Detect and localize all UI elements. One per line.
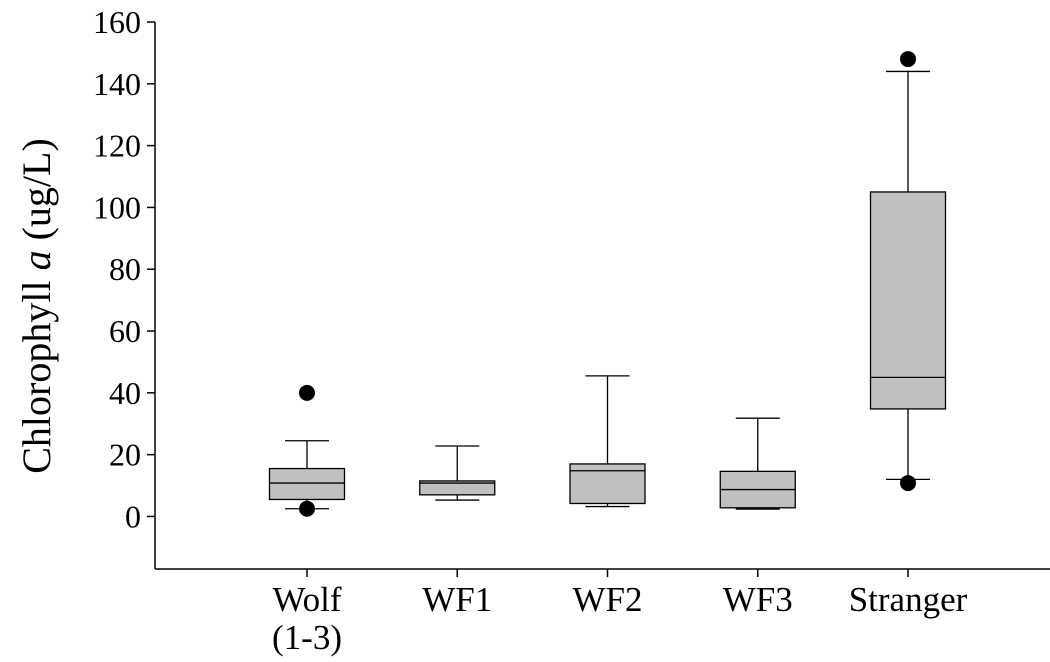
- y-axis-title-italic: a: [14, 250, 59, 270]
- box: [869, 191, 947, 410]
- y-axis-title-suffix: (ug/L): [14, 138, 59, 250]
- x-tick-label: WF3: [723, 580, 793, 619]
- x-tick-label-line: WF1: [422, 580, 492, 619]
- y-axis-title: Chlorophyll a (ug/L): [14, 138, 59, 474]
- box-group: [869, 51, 947, 492]
- x-tick-label-line: (1-3): [272, 618, 342, 657]
- y-tick-label: 100: [93, 189, 141, 225]
- plot-frame: [154, 22, 1050, 570]
- x-axis: Wolf (1-3) WF1 WF2 WF3 Stranger: [272, 569, 968, 657]
- outlier-point: [900, 475, 916, 492]
- x-tick-label: Stranger: [849, 580, 968, 619]
- box-group: [268, 384, 346, 517]
- box: [569, 463, 646, 505]
- y-tick-label: 120: [93, 128, 141, 164]
- outlier-point: [900, 51, 916, 68]
- box-group: [569, 375, 646, 508]
- boxes: [268, 51, 947, 517]
- x-tick-label: WF2: [573, 580, 643, 619]
- x-tick-label: WF1: [422, 580, 492, 619]
- y-tick-label: 140: [93, 66, 141, 102]
- x-tick-label-line: WF2: [573, 580, 643, 619]
- x-tick-label-line: Wolf: [272, 580, 341, 619]
- box: [268, 467, 346, 501]
- box: [419, 480, 496, 496]
- y-tick-label: 160: [93, 4, 141, 40]
- outlier-point: [299, 500, 315, 517]
- y-tick-label: 80: [109, 251, 141, 287]
- box-group: [419, 445, 496, 501]
- x-tick-label-line: WF3: [723, 580, 793, 619]
- x-tick-label-line: Stranger: [849, 580, 968, 619]
- box-group: [719, 417, 796, 510]
- y-tick-label: 60: [109, 313, 141, 349]
- y-tick-label: 20: [109, 437, 141, 473]
- outlier-point: [299, 384, 315, 401]
- x-tick-label: Wolf (1-3): [272, 580, 342, 657]
- y-tick-label: 0: [125, 498, 141, 534]
- y-axis: 0 20 40 60 80 100 120 140 160: [93, 4, 155, 534]
- y-axis-title-prefix: Chlorophyll: [14, 270, 59, 473]
- y-tick-label: 40: [109, 375, 141, 411]
